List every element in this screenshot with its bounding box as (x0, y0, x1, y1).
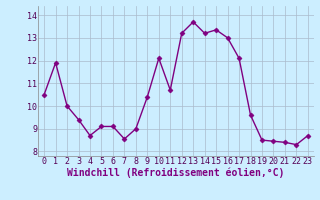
X-axis label: Windchill (Refroidissement éolien,°C): Windchill (Refroidissement éolien,°C) (67, 168, 285, 178)
